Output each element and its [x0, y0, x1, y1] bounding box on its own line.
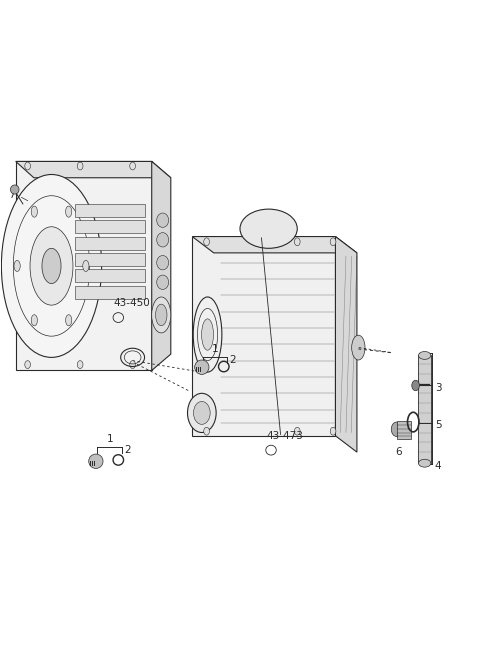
Ellipse shape: [202, 319, 214, 350]
Polygon shape: [75, 253, 144, 266]
Ellipse shape: [31, 206, 37, 217]
Text: 2: 2: [124, 445, 131, 455]
Text: 6: 6: [395, 447, 402, 457]
Ellipse shape: [294, 238, 300, 246]
Ellipse shape: [193, 401, 210, 424]
Ellipse shape: [31, 315, 37, 326]
Text: 1: 1: [211, 344, 218, 354]
Ellipse shape: [204, 238, 209, 246]
Ellipse shape: [42, 249, 61, 283]
Ellipse shape: [419, 352, 431, 359]
Ellipse shape: [25, 361, 31, 369]
Ellipse shape: [1, 174, 102, 358]
Ellipse shape: [294, 427, 300, 435]
Polygon shape: [75, 285, 144, 298]
Polygon shape: [16, 161, 152, 371]
Text: 5: 5: [435, 420, 441, 430]
Ellipse shape: [66, 315, 72, 326]
Polygon shape: [16, 161, 171, 178]
Ellipse shape: [130, 361, 135, 369]
Ellipse shape: [157, 255, 168, 270]
Polygon shape: [75, 220, 144, 234]
Ellipse shape: [77, 361, 83, 369]
Ellipse shape: [25, 162, 31, 170]
Polygon shape: [419, 356, 431, 463]
Ellipse shape: [77, 162, 83, 170]
Ellipse shape: [330, 427, 336, 435]
Polygon shape: [336, 237, 357, 452]
Text: 1: 1: [107, 434, 113, 444]
Ellipse shape: [83, 260, 89, 272]
Ellipse shape: [156, 304, 167, 326]
Ellipse shape: [391, 422, 402, 436]
Text: 43-450: 43-450: [114, 298, 150, 308]
Ellipse shape: [66, 206, 72, 217]
Ellipse shape: [11, 185, 19, 194]
Polygon shape: [75, 237, 144, 250]
Polygon shape: [192, 237, 357, 253]
Ellipse shape: [419, 459, 431, 467]
Ellipse shape: [157, 275, 168, 289]
Text: 4: 4: [435, 461, 441, 472]
Ellipse shape: [152, 297, 171, 333]
Ellipse shape: [195, 360, 209, 375]
Ellipse shape: [157, 233, 168, 247]
Ellipse shape: [30, 227, 73, 305]
Ellipse shape: [89, 454, 103, 468]
Ellipse shape: [352, 335, 365, 360]
Polygon shape: [75, 269, 144, 282]
Ellipse shape: [157, 213, 168, 228]
Ellipse shape: [14, 260, 20, 272]
Ellipse shape: [240, 209, 297, 249]
Polygon shape: [152, 161, 171, 371]
Ellipse shape: [188, 394, 216, 432]
Circle shape: [412, 380, 420, 391]
Text: 2: 2: [229, 355, 236, 365]
Ellipse shape: [330, 238, 336, 246]
Ellipse shape: [193, 297, 222, 372]
Text: 43-473: 43-473: [266, 431, 303, 441]
Text: 3: 3: [435, 383, 441, 393]
Ellipse shape: [130, 162, 135, 170]
Polygon shape: [75, 204, 144, 217]
Bar: [397, 420, 411, 439]
Ellipse shape: [204, 427, 209, 435]
Polygon shape: [192, 237, 336, 436]
